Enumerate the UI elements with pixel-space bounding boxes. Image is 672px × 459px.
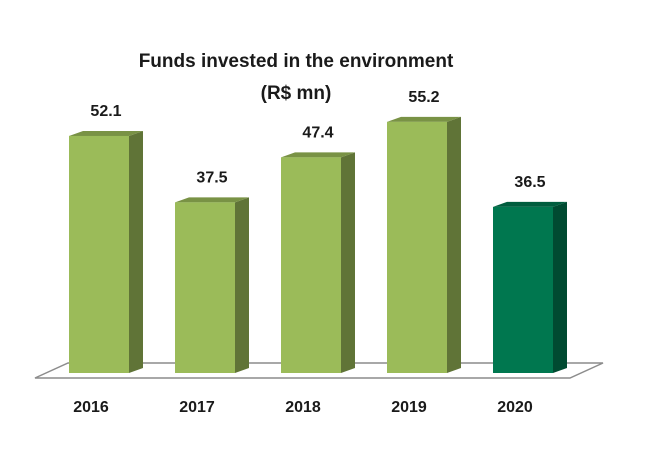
bars-group: [69, 116, 567, 373]
x-tick-label-2019: 2019: [391, 399, 427, 416]
value-label-2017: 37.5: [196, 169, 227, 186]
bar-front-2018: [281, 157, 341, 373]
bar-front-2016: [69, 135, 129, 373]
value-labels-group: 52.1 37.5 47.4 55.2 36.5: [90, 89, 545, 191]
value-label-2020: 36.5: [514, 174, 545, 191]
bar-top-2016: [69, 130, 143, 136]
bar-side-2019: [447, 116, 461, 373]
bar-front-2020: [493, 206, 553, 373]
value-label-2018: 47.4: [302, 124, 333, 141]
bar-top-2019: [387, 116, 461, 122]
bar-2018: [281, 152, 355, 373]
bar-2017: [175, 197, 249, 373]
chart-title: Funds invested in the environment: [139, 51, 454, 72]
bar-front-2017: [175, 202, 235, 373]
bar-top-2018: [281, 152, 355, 158]
bar-2016: [69, 130, 143, 373]
x-tick-label-2016: 2016: [73, 399, 109, 416]
bar-side-2020: [553, 201, 567, 373]
bar-top-2020: [493, 201, 567, 207]
bar-front-2019: [387, 121, 447, 373]
bar-side-2016: [129, 130, 143, 373]
x-tick-label-2017: 2017: [179, 399, 215, 416]
bar-side-2017: [235, 197, 249, 373]
value-label-2019: 55.2: [408, 89, 439, 106]
chart-subtitle: (R$ mn): [261, 83, 332, 104]
x-tick-label-2018: 2018: [285, 399, 321, 416]
x-tick-label-2020: 2020: [497, 399, 533, 416]
value-label-2016: 52.1: [90, 103, 121, 120]
bar-side-2018: [341, 152, 355, 373]
bar-2020: [493, 201, 567, 373]
bar-2019: [387, 116, 461, 373]
bar-top-2017: [175, 197, 249, 203]
x-axis-tick-labels: 2016 2017 2018 2019 2020: [73, 399, 533, 416]
